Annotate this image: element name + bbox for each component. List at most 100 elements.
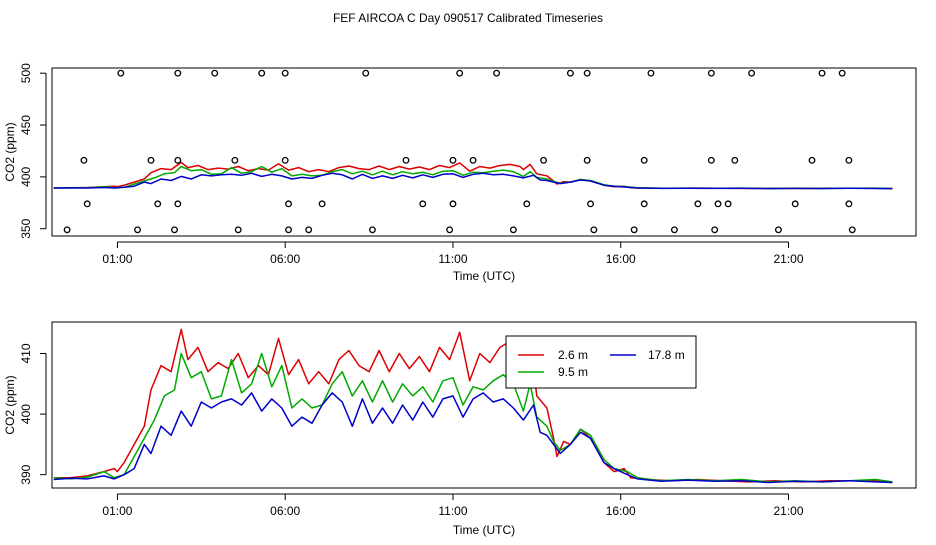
top-x-tick-label: 21:00 (773, 252, 803, 266)
top-x-tick-label: 06:00 (270, 252, 300, 266)
scatter-point (368, 226, 376, 234)
scatter-point (845, 156, 853, 164)
scatter-point (590, 226, 598, 234)
scatter-point (154, 200, 162, 208)
scatter-point (456, 69, 464, 77)
bottom-series-2-6-m (53, 328, 893, 483)
scatter-point (791, 200, 799, 208)
scatter-point (493, 69, 501, 77)
top-x-tick-label: 01:00 (102, 252, 132, 266)
scatter-point (523, 200, 531, 208)
bottom-series-17-8-m (53, 392, 893, 484)
bottom-y-axis-label: CO2 (ppm) (3, 375, 17, 434)
scatter-point (362, 69, 370, 77)
top-y-tick-label: 350 (19, 218, 33, 238)
bottom-x-axis-label: Time (UTC) (453, 523, 515, 537)
scatter-point (83, 200, 91, 208)
legend-label-9-5m: 9.5 m (558, 365, 588, 379)
scatter-point (80, 156, 88, 164)
scatter-point (707, 156, 715, 164)
top-series-17-8-m (53, 172, 893, 190)
top-series-lines (53, 161, 893, 190)
scatter-point (234, 226, 242, 234)
top-series-2-6-m (53, 161, 893, 190)
scatter-point (748, 69, 756, 77)
scatter-point (318, 200, 326, 208)
top-y-axis-label: CO2 (ppm) (3, 122, 17, 181)
scatter-point (134, 226, 142, 234)
scatter-point (640, 156, 648, 164)
top-x-tick-label: 11:00 (438, 252, 467, 266)
scatter-point (670, 226, 678, 234)
bottom-x-axis: 01:00 06:00 11:00 16:00 21:00 (102, 493, 804, 518)
scatter-point (540, 156, 548, 164)
scatter-point (724, 200, 732, 208)
scatter-point (211, 69, 219, 77)
bottom-x-tick-label: 01:00 (102, 504, 132, 518)
top-y-tick-label: 500 (19, 63, 33, 83)
scatter-point (231, 156, 239, 164)
legend-label-17-8m: 17.8 m (648, 348, 685, 362)
top-x-axis: 01:00 06:00 11:00 16:00 21:00 (102, 241, 804, 266)
top-plot-frame (51, 67, 917, 237)
scatter-point (714, 200, 722, 208)
bottom-x-tick-label: 16:00 (606, 504, 636, 518)
legend-label-2-6m: 2.6 m (558, 348, 588, 362)
bottom-series-9-5-m (53, 352, 893, 483)
scatter-point (63, 226, 71, 234)
scatter-point (449, 156, 457, 164)
scatter-point (845, 200, 853, 208)
figure-title: FEF AIRCOA C Day 090517 Calibrated Times… (333, 11, 603, 25)
scatter-point (731, 156, 739, 164)
scatter-point (469, 156, 477, 164)
scatter-point (583, 156, 591, 164)
legend: 2.6 m 17.8 m 9.5 m (505, 335, 697, 389)
scatter-point (281, 156, 289, 164)
scatter-point (285, 226, 293, 234)
bottom-x-tick-label: 06:00 (270, 504, 300, 518)
scatter-point (647, 69, 655, 77)
scatter-point (402, 156, 410, 164)
scatter-point (117, 69, 125, 77)
top-x-tick-label: 16:00 (606, 252, 636, 266)
top-x-axis-label: Time (UTC) (453, 269, 515, 283)
scatter-point (838, 69, 846, 77)
scatter-point (509, 226, 517, 234)
scatter-point (774, 226, 782, 234)
top-y-axis: 350 400 450 500 (19, 63, 47, 239)
scatter-point (694, 200, 702, 208)
top-y-tick-label: 400 (19, 167, 33, 187)
scatter-point (285, 200, 293, 208)
top-panel: 01:00 06:00 11:00 16:00 21:00 350 400 450 500 T… (3, 63, 917, 283)
scatter-point (707, 69, 715, 77)
scatter-point (147, 156, 155, 164)
top-y-tick-label: 450 (19, 115, 33, 135)
scatter-point (583, 69, 591, 77)
scatter-point (174, 200, 182, 208)
bottom-y-tick-label: 390 (19, 464, 33, 484)
scatter-point (258, 69, 266, 77)
scatter-point (640, 200, 648, 208)
bottom-y-tick-label: 400 (19, 404, 33, 424)
bottom-x-tick-label: 11:00 (438, 504, 467, 518)
scatter-point (566, 69, 574, 77)
scatter-point (171, 226, 178, 234)
scatter-point (587, 200, 594, 208)
scatter-point (419, 200, 427, 208)
scatter-point (808, 156, 816, 164)
scatter-point (446, 226, 454, 234)
bottom-series-lines (53, 328, 893, 484)
bottom-y-axis: 390 400 410 (19, 343, 47, 485)
legend-box (505, 335, 697, 389)
scatter-point (449, 200, 457, 208)
scatter-point (281, 69, 289, 77)
scatter-point (174, 156, 182, 164)
top-scatter-points (63, 69, 856, 234)
scatter-point (711, 226, 719, 234)
bottom-x-tick-label: 21:00 (773, 504, 803, 518)
scatter-point (630, 226, 638, 234)
scatter-point (848, 226, 856, 234)
bottom-y-tick-label: 410 (19, 343, 33, 363)
